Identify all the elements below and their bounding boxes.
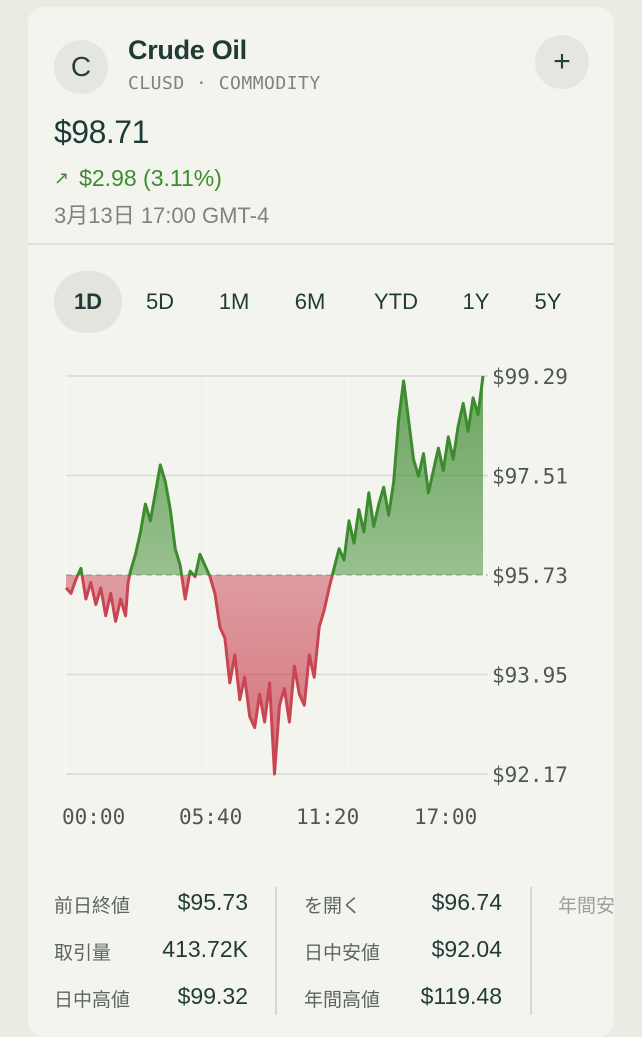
stat-label-volume: 取引量 [54, 943, 112, 964]
stat-value-year-high: $119.48 [420, 983, 502, 1009]
tab-ytd[interactable]: YTD [374, 289, 418, 314]
price-line-down [64, 575, 334, 776]
x-tick-label: 17:00 [414, 805, 478, 829]
tab-6m[interactable]: 6M [294, 289, 326, 314]
current-price: $98.71 [54, 114, 149, 150]
stat-label-day-low: 日中安値 [304, 943, 381, 964]
quote-card: C Crude Oil CLUSD · COMMODITY + $98.71 ↗… [28, 7, 614, 1037]
add-button[interactable]: + [535, 35, 589, 89]
x-tick-label: 00:00 [62, 805, 126, 829]
x-tick-label: 11:20 [296, 805, 360, 829]
tab-1d[interactable]: 1D [54, 271, 122, 333]
header-divider [28, 243, 614, 245]
stat-label-year-high: 年間高値 [304, 990, 381, 1011]
stat-label-prev-close: 前日終値 [54, 896, 131, 917]
y-tick-label: $97.51 [492, 465, 568, 489]
asset-subtitle: CLUSD · COMMODITY [128, 73, 321, 94]
tab-5d[interactable]: 5D [145, 289, 175, 314]
arrow-up-right-icon: ↗ [54, 168, 70, 188]
tab-1y[interactable]: 1Y [462, 289, 490, 314]
x-axis-labels: 00:00 05:40 11:20 17:00 [28, 805, 614, 835]
asset-title: Crude Oil [128, 35, 247, 65]
tab-1m[interactable]: 1M [218, 289, 250, 314]
y-tick-label: $93.95 [492, 664, 568, 688]
stats-divider [530, 887, 532, 1015]
area-above-baseline [66, 376, 483, 575]
stat-value-day-low: $92.04 [431, 936, 502, 962]
range-tabs: 1D 5D 1M 6M YTD 1Y 5Y [54, 271, 586, 333]
y-tick-label: $99.29 [492, 365, 568, 389]
avatar-letter: C [70, 51, 92, 82]
stats-grid: 前日終値 $95.73 取引量 413.72K 日中高値 $99.32 を開く … [28, 877, 614, 1017]
area-below-baseline [66, 575, 483, 774]
change-value: $2.98 (3.11%) [79, 165, 222, 191]
y-tick-label: $92.17 [492, 763, 568, 787]
price-change: ↗ $2.98 (3.11%) [54, 165, 222, 192]
x-tick-label: 05:40 [179, 805, 243, 829]
stat-value-day-high: $99.32 [177, 983, 248, 1009]
y-tick-label: $95.73 [492, 564, 568, 588]
asset-avatar: C [54, 40, 108, 94]
stat-label-open: を開く [304, 896, 362, 917]
quote-timestamp: 3月13日 17:00 GMT-4 [54, 203, 270, 228]
stat-label-year-low: 年間安 [558, 896, 614, 917]
stats-divider [275, 887, 277, 1015]
stat-label-day-high: 日中高値 [54, 990, 131, 1011]
stat-value-prev-close: $95.73 [177, 889, 248, 915]
stat-value-volume: 413.72K [162, 936, 248, 962]
price-line-up [76, 375, 485, 575]
tab-5y[interactable]: 5Y [534, 289, 562, 314]
price-chart[interactable]: $99.29 $97.51 $95.73 $93.95 $92.17 [28, 347, 614, 847]
stat-value-open: $96.74 [431, 889, 502, 915]
